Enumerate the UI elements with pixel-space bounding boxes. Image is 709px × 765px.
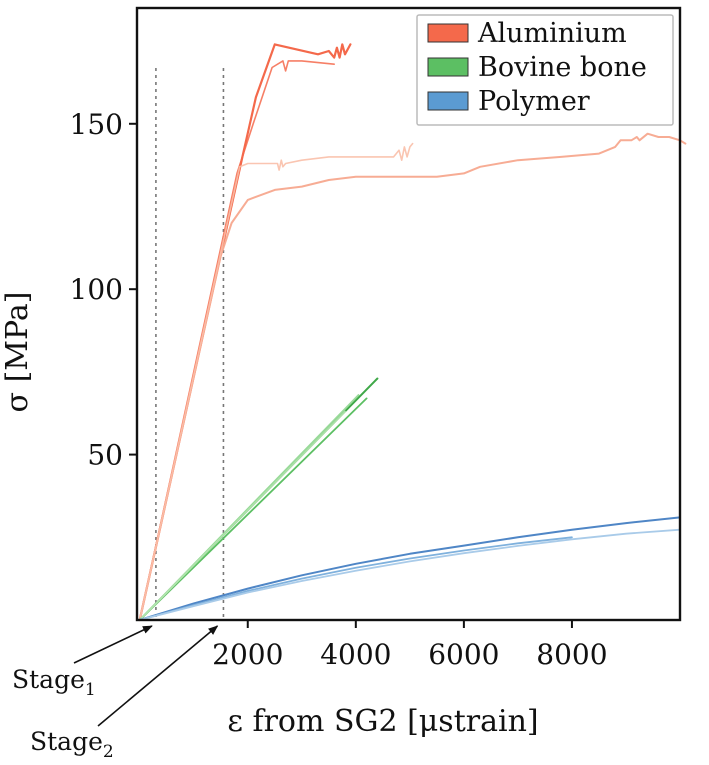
x-tick-label: 6000	[428, 638, 499, 671]
aluminium-series-1	[138, 43, 352, 622]
stage-annotations: Stage1 Stage2	[12, 625, 219, 762]
stage-2-arrow	[97, 625, 219, 727]
legend-swatch-bovine-bone	[427, 57, 469, 77]
x-tick-label: 4000	[320, 638, 391, 671]
x-tick-label: 2000	[212, 638, 283, 671]
stage-2-label: Stage2	[30, 727, 114, 762]
y-tick-label: 50	[87, 439, 123, 472]
legend-label-polymer: Polymer	[478, 86, 590, 117]
plot-frame	[135, 6, 682, 622]
legend-label-bovine-bone: Bovine bone	[478, 52, 647, 83]
legend-swatch-aluminium	[427, 23, 469, 43]
stage-1-label: Stage1	[12, 665, 96, 700]
legend-label-aluminium: Aluminium	[477, 18, 627, 49]
x-tick-label: 8000	[536, 638, 607, 671]
polymer-series-9	[138, 516, 681, 621]
legend-swatch-polymer	[427, 91, 469, 111]
aluminium-series-4	[138, 142, 414, 621]
polymer-series-11	[138, 528, 681, 621]
stage-1-arrow	[73, 625, 153, 664]
plot-series	[138, 43, 687, 622]
x-axis-label: ε from SG2 [μstrain]	[227, 704, 538, 739]
y-tick-label: 150	[70, 108, 123, 141]
stage-reference-lines	[155, 68, 225, 620]
bovine-bone-series-6	[138, 397, 368, 621]
polymer-series-10	[138, 536, 573, 621]
bovine-bone-series-8	[138, 410, 346, 621]
y-tick-label: 100	[70, 273, 123, 306]
legend-box	[416, 14, 674, 126]
y-axis-label: σ [MPa]	[0, 292, 35, 413]
aluminium-series-3	[138, 132, 687, 621]
aluminium-series-2	[138, 60, 336, 621]
axis-ticks: 2000 4000 6000 8000 50 100 150	[70, 108, 608, 671]
